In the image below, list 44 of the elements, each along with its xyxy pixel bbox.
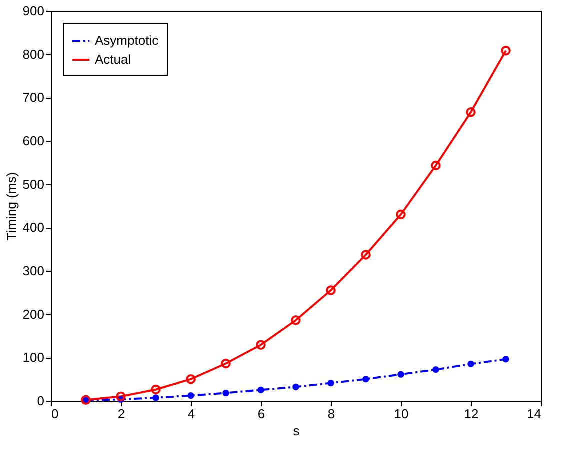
x-tick-label: 12	[464, 406, 479, 422]
y-tick-label: 400	[22, 220, 44, 236]
y-axis-title: Timing (ms)	[4, 172, 19, 241]
point	[152, 394, 160, 402]
point	[291, 316, 301, 326]
point	[326, 286, 336, 296]
x-tick-label: 8	[328, 406, 336, 422]
x-tick-label: 4	[188, 406, 196, 422]
x-axis-title: s	[293, 424, 300, 438]
point	[362, 376, 370, 383]
legend-label: Asymptotic	[95, 33, 160, 48]
y-tick-label: 300	[22, 264, 44, 278]
y-tick-label: 900	[22, 4, 44, 18]
point	[186, 374, 196, 384]
point	[361, 250, 371, 260]
point	[396, 210, 406, 220]
y-tick-label: 800	[22, 46, 44, 62]
y-tick-label: 100	[22, 350, 44, 366]
point	[222, 390, 230, 397]
x-tick-label: 14	[527, 406, 542, 422]
y-tick-label: 600	[22, 134, 44, 148]
point	[502, 356, 510, 363]
y-tick-label: 500	[22, 176, 44, 192]
point	[432, 366, 440, 374]
point	[431, 160, 441, 171]
x-tick-label: 2	[118, 406, 126, 422]
point	[292, 384, 300, 390]
x-tick-label: 6	[258, 406, 266, 422]
x-tick-label: 10	[394, 406, 409, 422]
point	[256, 340, 266, 350]
x-tick-label: 0	[52, 406, 59, 422]
legend-label: Actual	[95, 52, 132, 67]
point	[466, 108, 476, 118]
point	[398, 371, 404, 378]
point	[151, 384, 161, 395]
y-tick-label: 700	[22, 90, 44, 106]
point	[258, 386, 264, 394]
y-tick-label: 0	[37, 394, 44, 408]
y-tick-label: 200	[22, 306, 44, 322]
point	[221, 358, 231, 369]
point	[328, 380, 334, 387]
point	[468, 360, 474, 368]
point	[188, 392, 194, 400]
point	[116, 392, 126, 402]
